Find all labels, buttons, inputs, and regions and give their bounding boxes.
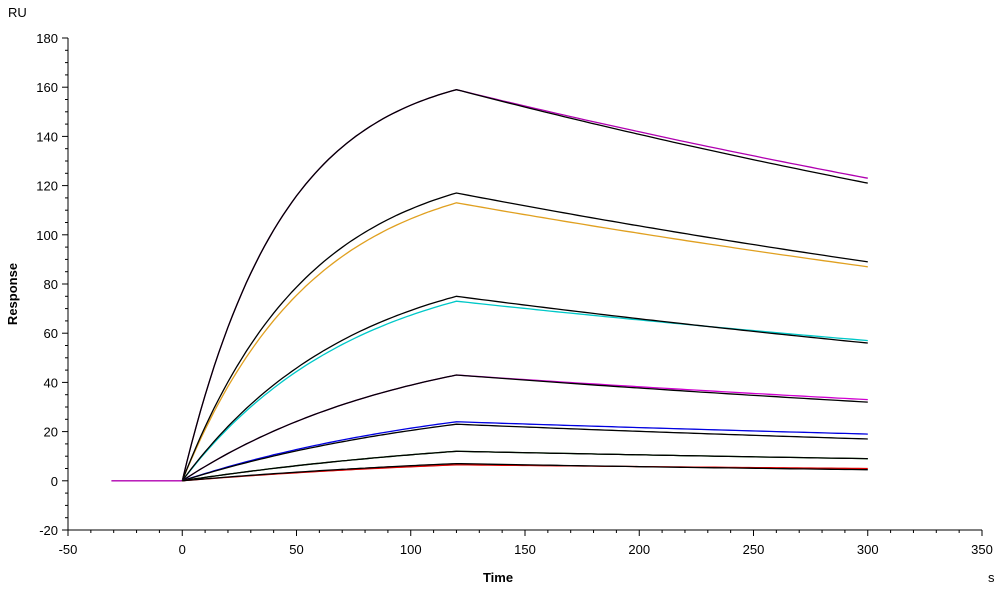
x-tick-label: 0 [179,542,186,557]
x-tick-label: 150 [514,542,536,557]
x-tick-label: 350 [971,542,993,557]
axes-layer [67,38,982,531]
y-tick-label: 120 [36,179,58,194]
sensorgram-series-14 [182,462,868,482]
y-tick-label: 20 [44,425,58,440]
x-axis-title: Time [483,570,513,585]
sensorgram-series-4 [181,192,868,482]
y-tick-label: 100 [36,228,58,243]
y-unit-label: RU [8,5,27,20]
x-tick-label: 200 [628,542,650,557]
sensorgram-series-12 [182,450,868,482]
sensorgram-series-9 [182,421,868,482]
y-axis-title: Response [5,263,20,325]
x-tick-label: 50 [289,542,303,557]
y-tick-label: 60 [44,326,58,341]
y-tick-label: 160 [36,80,58,95]
x-tick-label: 300 [857,542,879,557]
y-tick-label: 40 [44,375,58,390]
sensorgram-series-8 [181,374,868,482]
y-tick-label: 80 [44,277,58,292]
y-tick-label: 140 [36,129,58,144]
y-tick-label: 180 [36,31,58,46]
y-tick-label: -20 [39,523,58,538]
series-layer [111,89,868,482]
sensorgram-series-6 [181,295,868,482]
sensorgram-series-2 [181,89,868,481]
y-tick-label: 0 [51,474,58,489]
x-unit-label: s [988,570,995,585]
x-tick-label: 250 [743,542,765,557]
x-tick-label: -50 [59,542,78,557]
sensorgram-series-10 [182,423,868,482]
sensorgram-series-3 [181,202,868,482]
sensorgram-series-1 [111,89,868,482]
x-tick-label: 100 [400,542,422,557]
ticks-layer: -50 0 50 100 150 200 250 300 350 -20 0 20 40 60 80 100 1… [36,31,993,557]
